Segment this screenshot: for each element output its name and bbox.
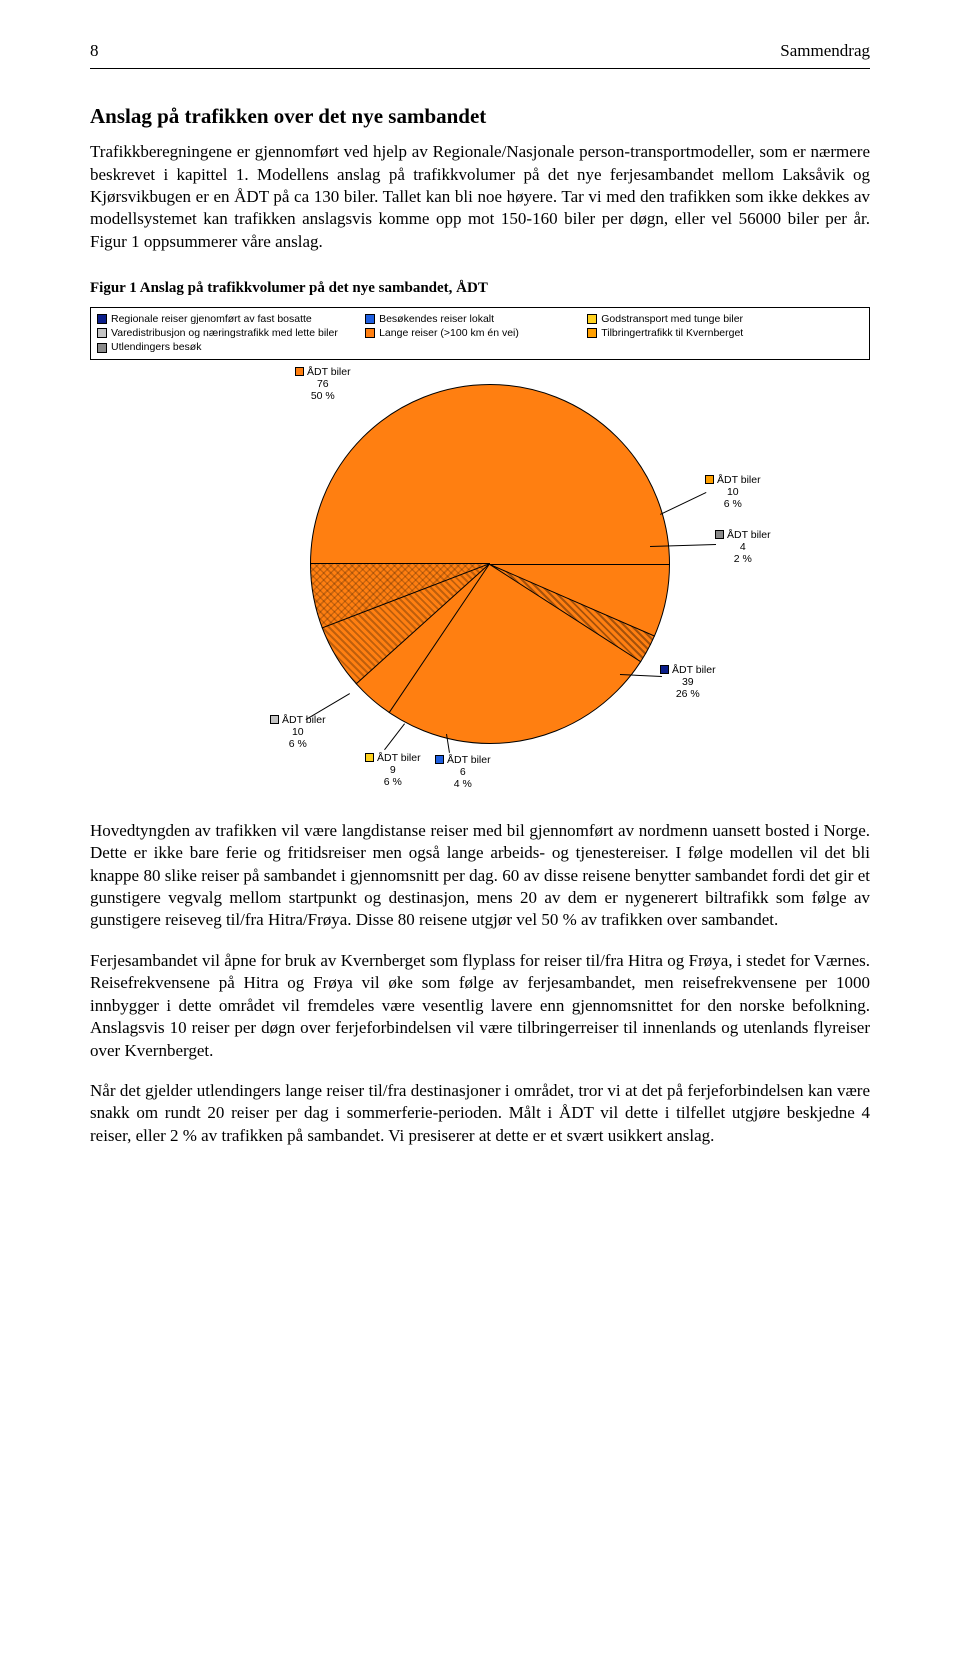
legend-label: Besøkendes reiser lokalt: [379, 312, 494, 326]
pie-label-value: 10: [727, 486, 739, 498]
legend-item: Godstransport med tunge biler: [587, 312, 863, 326]
pie-label-regionale: ÅDT biler3926 %: [660, 664, 716, 700]
legend-swatch: [365, 328, 375, 338]
legend-label: Lange reiser (>100 km én vei): [379, 326, 519, 340]
pie-label-title: ÅDT biler: [672, 664, 716, 676]
pie-label-title: ÅDT biler: [727, 529, 771, 541]
paragraph-1: Trafikkberegningene er gjennomført ved h…: [90, 141, 870, 253]
legend-label: Tilbringertrafikk til Kvernberget: [601, 326, 743, 340]
pie-label-tilbringer: ÅDT biler106 %: [705, 474, 761, 510]
pie-divider: [490, 564, 670, 565]
figure-caption: Figur 1 Anslag på trafikkvolumer på det …: [90, 279, 870, 299]
pie-label-pct: 4 %: [454, 778, 472, 790]
pie-label-varedistribusjon: ÅDT biler106 %: [270, 714, 326, 750]
page-number: 8: [90, 40, 99, 62]
pie-leader: [660, 492, 706, 515]
pie-label-title: ÅDT biler: [282, 714, 326, 726]
section-title: Anslag på trafikken over det nye samband…: [90, 103, 870, 131]
paragraph-4: Når det gjelder utlendingers lange reise…: [90, 1080, 870, 1147]
pie-label-pct: 2 %: [734, 553, 752, 565]
pie-label-value: 4: [740, 541, 746, 553]
pie-label-pct: 6 %: [724, 498, 742, 510]
pie-label-utlendinger: ÅDT biler42 %: [715, 529, 771, 565]
pie-label-lange-reiser: ÅDT biler7650 %: [295, 366, 351, 402]
legend-item: Lange reiser (>100 km én vei): [365, 326, 587, 340]
pie-label-title: ÅDT biler: [377, 752, 421, 764]
legend-item: Utlendingers besøk: [97, 340, 365, 354]
legend-swatch: [365, 314, 375, 324]
legend-item: Tilbringertrafikk til Kvernberget: [587, 326, 863, 340]
pie-label-value: 76: [317, 378, 329, 390]
pie-label-title: ÅDT biler: [717, 474, 761, 486]
pie-label-value: 39: [682, 676, 694, 688]
pie-label-title: ÅDT biler: [307, 366, 351, 378]
pie-label-pct: 6 %: [289, 738, 307, 750]
legend-label: Regionale reiser gjenomført av fast bosa…: [111, 312, 312, 326]
page-header: 8 Sammendrag: [90, 40, 870, 62]
legend-swatch: [587, 328, 597, 338]
legend-swatch: [97, 314, 107, 324]
legend-item: Regionale reiser gjenomført av fast bosa…: [97, 312, 365, 326]
legend-item: Varedistribusjon og næringstrafikk med l…: [97, 326, 365, 340]
legend-label: Utlendingers besøk: [111, 340, 201, 354]
legend-label: Varedistribusjon og næringstrafikk med l…: [111, 326, 338, 340]
pie-label-value: 9: [390, 764, 396, 776]
pie-label-value: 6: [460, 766, 466, 778]
section-name: Sammendrag: [780, 40, 870, 62]
paragraph-2: Hovedtyngden av trafikken vil være langd…: [90, 820, 870, 932]
pie-label-pct: 50 %: [311, 390, 335, 402]
pie-leader: [306, 693, 350, 720]
figure-legend: Regionale reiser gjenomført av fast bosa…: [90, 307, 870, 360]
pie-label-value: 10: [292, 726, 304, 738]
pie-label-title: ÅDT biler: [447, 754, 491, 766]
pie-label-besokende: ÅDT biler64 %: [435, 754, 491, 790]
pie-divider: [310, 563, 490, 564]
legend-swatch: [587, 314, 597, 324]
pie-leader: [384, 723, 405, 750]
legend-swatch: [97, 343, 107, 353]
pie-label-pct: 26 %: [676, 688, 700, 700]
pie-label-pct: 6 %: [384, 776, 402, 788]
header-rule: [90, 68, 870, 69]
pie-chart: ÅDT biler7650 %ÅDT biler106 %ÅDT biler42…: [90, 364, 850, 784]
pie-label-godstransport: ÅDT biler96 %: [365, 752, 421, 788]
legend-swatch: [97, 328, 107, 338]
legend-label: Godstransport med tunge biler: [601, 312, 743, 326]
paragraph-3: Ferjesambandet vil åpne for bruk av Kver…: [90, 950, 870, 1062]
legend-item: Besøkendes reiser lokalt: [365, 312, 587, 326]
